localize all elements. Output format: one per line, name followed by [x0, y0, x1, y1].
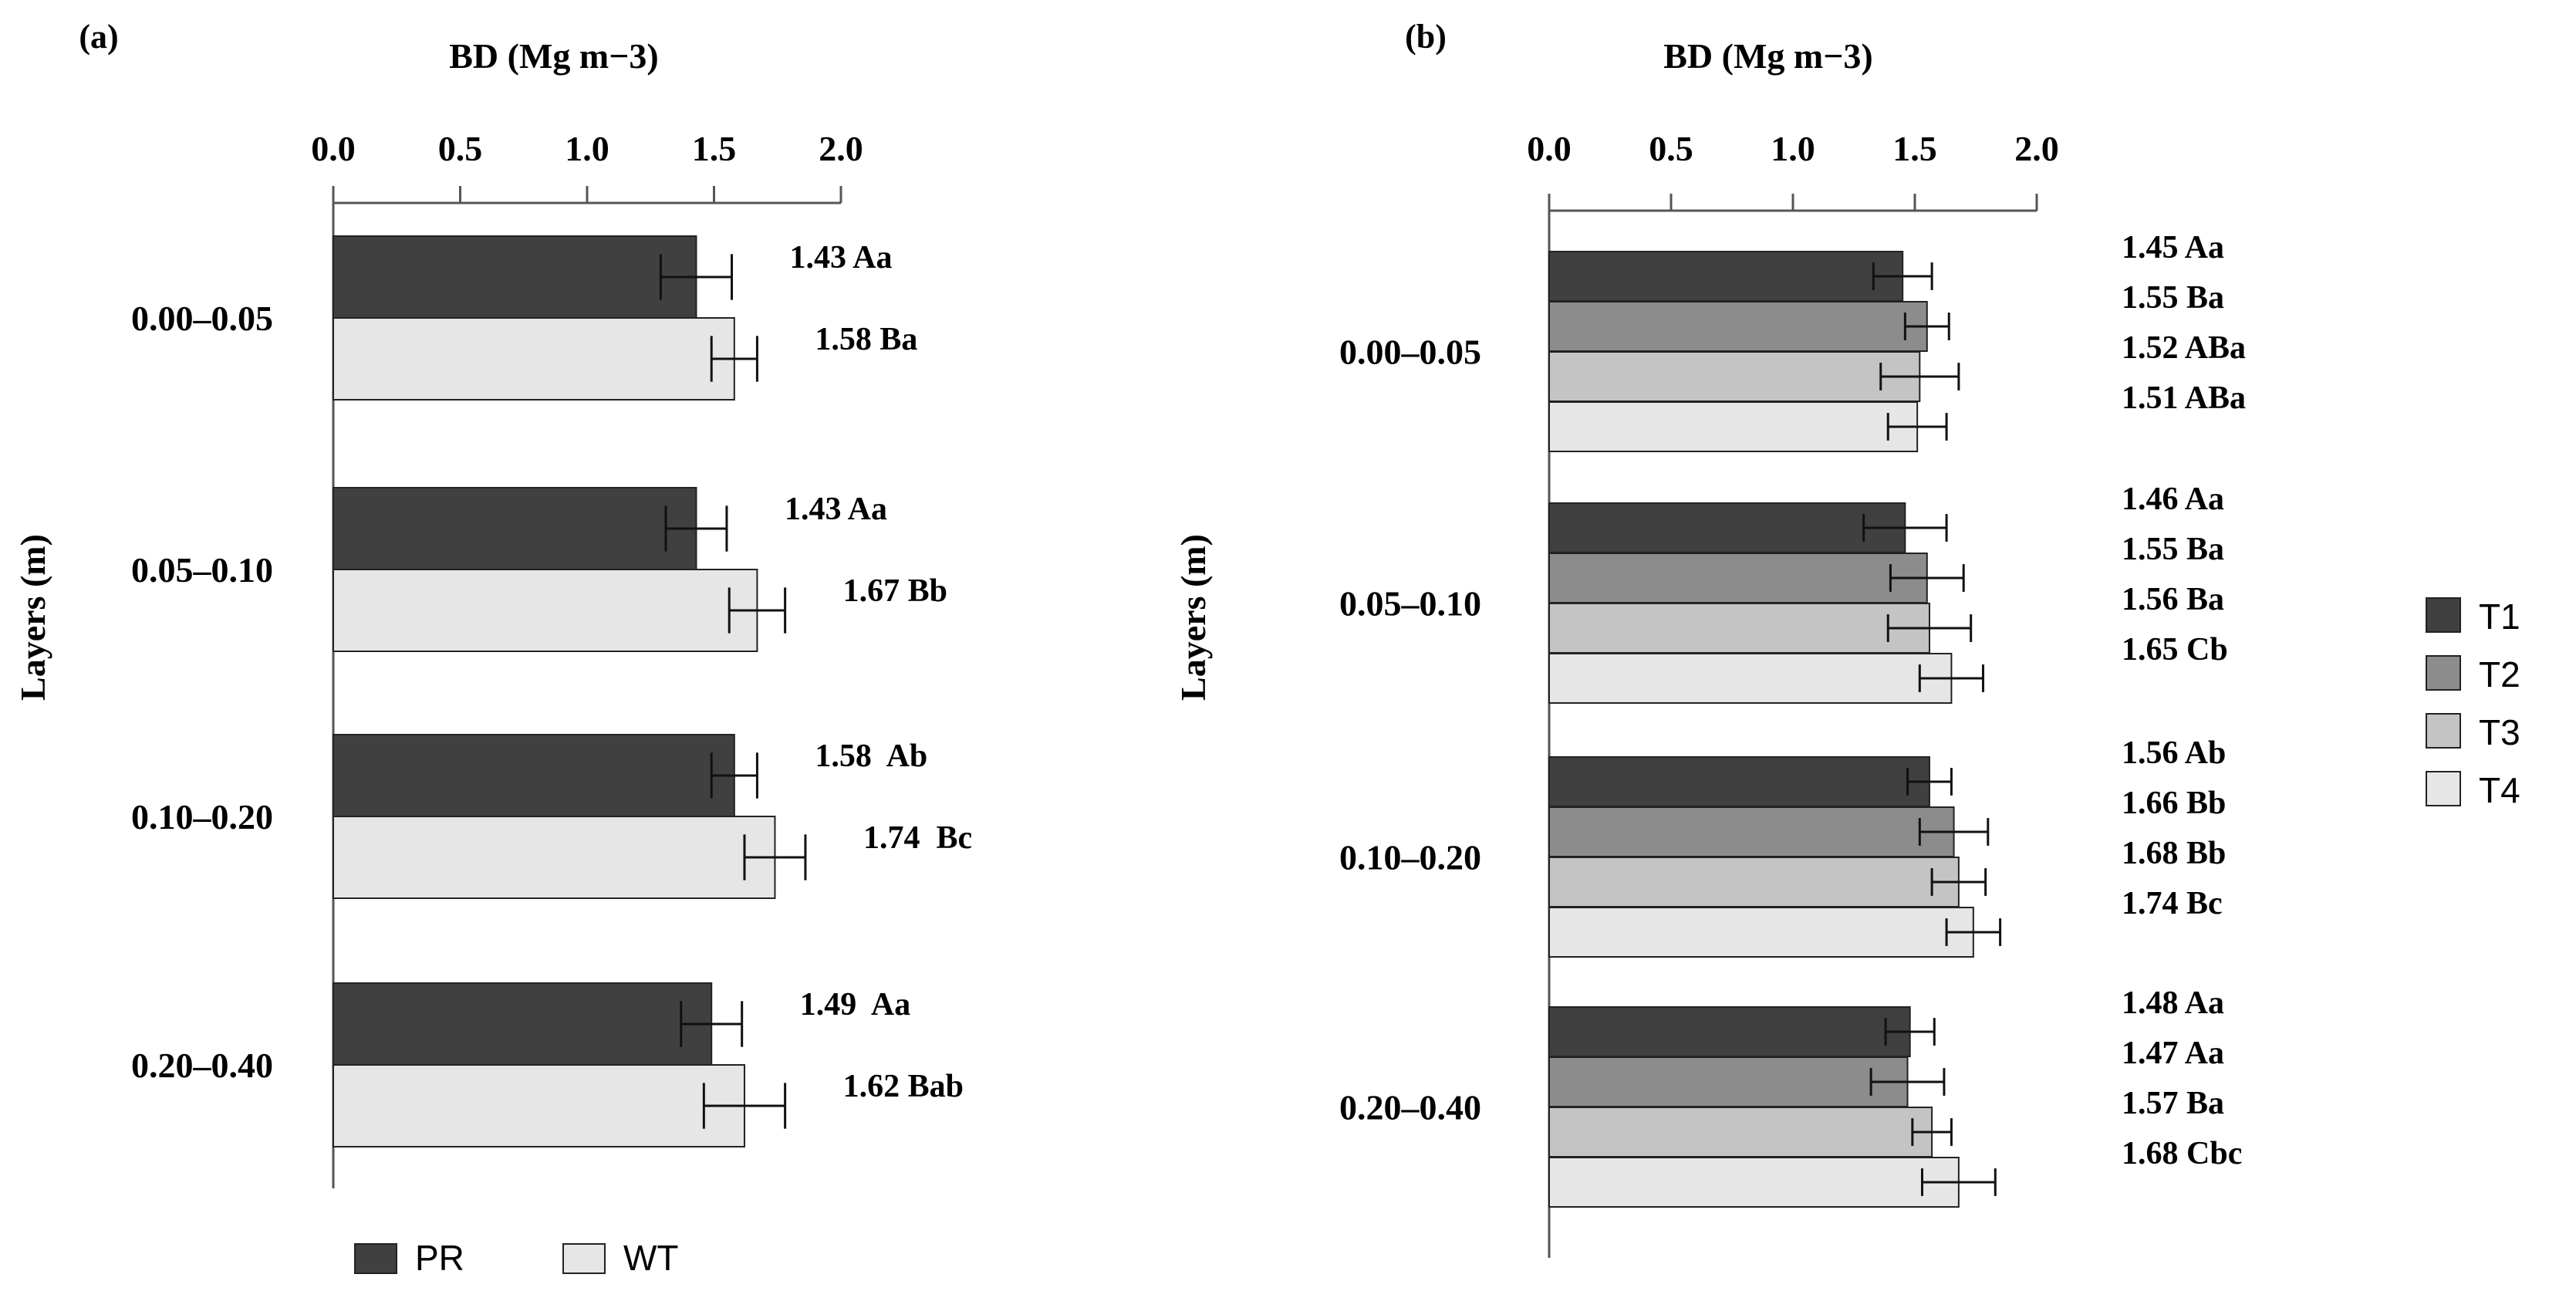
panel-a-legend-swatch-pr [354, 1243, 397, 1274]
panel-a-legend-label-pr: PR [415, 1238, 464, 1278]
panel-a-category-label: 0.00–0.05 [131, 299, 273, 338]
panel-a-data-label: 1.49 Aa [800, 987, 911, 1022]
panel-b-data-label: 1.65 Cb [2122, 632, 2228, 668]
panel-b-legend-label-t1: T1 [2479, 597, 2520, 637]
panel-b-category-label: 0.00–0.05 [1339, 333, 1481, 372]
panel-b-data-label: 1.56 Ba [2122, 582, 2224, 617]
panel-b-x-tick-label: 0.0 [1527, 129, 1572, 168]
panel-a-x-tick-label: 1.5 [692, 129, 737, 168]
panel-b-legend-label-t2: T2 [2479, 654, 2520, 695]
panel-b-legend-label-t3: T3 [2479, 712, 2520, 752]
panel-b-bar-t4 [1548, 653, 1953, 704]
panel-b-data-label: 1.57 Ba [2122, 1086, 2224, 1121]
panel-a-x-tick-label: 2.0 [819, 129, 863, 168]
panel-a-data-label: 1.74 Bc [863, 820, 972, 856]
panel-b-legend-label-t4: T4 [2479, 770, 2520, 810]
panel-b-bar-t3 [1548, 1107, 1933, 1158]
panel-b-data-label: 1.51 ABa [2122, 380, 2246, 416]
panel-b-bar-t3 [1548, 351, 1921, 402]
panel-b-legend-swatch-t4 [2426, 771, 2461, 806]
panel-b-category-label: 0.10–0.20 [1339, 838, 1481, 877]
panel-b-data-label: 1.66 Bb [2122, 786, 2226, 821]
panel-a-data-label: 1.67 Bb [843, 573, 947, 609]
panel-b-data-label: 1.56 Ab [2122, 735, 2226, 771]
panel-b-bar-t3 [1548, 603, 1930, 654]
panel-a-data-label: 1.43 Aa [785, 492, 887, 527]
panel-a-bar-pr [333, 235, 697, 319]
panel-a-legend-swatch-wt [562, 1243, 606, 1274]
panel-b-data-label: 1.45 Aa [2122, 230, 2224, 265]
panel-a-bar-wt [333, 816, 776, 899]
panel-b-bar-t1 [1548, 251, 1904, 302]
panel-b-data-label: 1.52 ABa [2122, 330, 2246, 366]
panel-b-bar-t1 [1548, 502, 1906, 553]
panel-b-data-label: 1.74 Bc [2122, 886, 2223, 921]
panel-a-category-label: 0.05–0.10 [131, 550, 273, 590]
panel-b-plot: 0.0 0.5 1.0 1.5 2.0 0.00–0.05 1.45 Aa 1.55 Ba 1.… [1339, 129, 2520, 1258]
panel-a-category-label: 0.20–0.40 [131, 1046, 273, 1085]
panel-b-bar-t4 [1548, 1157, 1960, 1208]
panel-b-bar-t4 [1548, 401, 1919, 452]
panel-b-bar-t2 [1548, 806, 1955, 857]
panel-b-x-title: BD (Mg m−3) [1663, 36, 1873, 76]
panel-b-legend-swatch-t1 [2426, 597, 2461, 633]
panel-a-x-tick-label: 0.0 [311, 129, 356, 168]
panel-b-x-tick-label: 1.0 [1771, 129, 1815, 168]
panel-b-y-title: Layers (m) [1173, 534, 1213, 701]
panel-b-category-label: 0.05–0.10 [1339, 584, 1481, 624]
panel-b-label: (b) [1405, 18, 1447, 56]
panel-a-x-title-text: BD (Mg m−3) [449, 36, 659, 76]
panel-b-bar-t2 [1548, 1056, 1909, 1107]
panel-b-data-label: 1.68 Cbc [2122, 1136, 2242, 1171]
panel-b-legend-swatch-t2 [2426, 655, 2461, 691]
panel-a-bar-pr [333, 487, 697, 570]
panel-b-data-label: 1.48 Aa [2122, 985, 2224, 1021]
panel-a-bar-pr [333, 982, 713, 1066]
panel-b-bar-t1 [1548, 1006, 1911, 1057]
panel-b-x-title-text: BD (Mg m−3) [1663, 36, 1873, 76]
panel-a-x-tick-label: 0.5 [438, 129, 483, 168]
panel-b-data-label: 1.46 Aa [2122, 482, 2224, 517]
panel-b-bar-t2 [1548, 553, 1928, 603]
panel-a-x-title: BD (Mg m−3) [449, 36, 659, 76]
panel-b-data-label: 1.47 Aa [2122, 1036, 2224, 1071]
panel-a-bar-wt [333, 569, 758, 652]
panel-a-bar-wt [333, 317, 735, 401]
panel-b-bar-t4 [1548, 907, 1974, 958]
panel-b-bar-t2 [1548, 301, 1928, 352]
panel-a-legend-label-wt: WT [623, 1238, 679, 1278]
panel-b-data-label: 1.55 Ba [2122, 532, 2224, 567]
panel-a-data-label: 1.43 Aa [790, 240, 893, 275]
panel-b-bar-t1 [1548, 756, 1930, 807]
panel-b-legend-swatch-t3 [2426, 713, 2461, 749]
panel-a-category-label: 0.10–0.20 [131, 797, 273, 837]
panel-a-data-label: 1.62 Bab [843, 1069, 964, 1104]
panel-a-x-tick-label: 1.0 [565, 129, 609, 168]
panel-a-plot: 0.0 0.5 1.0 1.5 2.0 0.00–0.05 1.43 Aa 1.58 Ba 0.… [131, 129, 972, 1278]
panel-b-x-tick-label: 0.5 [1649, 129, 1693, 168]
panel-b-x-tick-label: 2.0 [2014, 129, 2059, 168]
panel-b-bar-t3 [1548, 857, 1960, 907]
panel-b-x-tick-label: 1.5 [1892, 129, 1937, 168]
panel-b-data-label: 1.55 Ba [2122, 280, 2224, 316]
panel-a-data-label: 1.58 Ba [815, 322, 917, 357]
panel-a-bar-pr [333, 734, 735, 817]
panel-a-y-title: Layers (m) [13, 534, 52, 701]
panel-a-data-label: 1.58 Ab [815, 738, 927, 774]
panel-b-category-label: 0.20–0.40 [1339, 1088, 1481, 1127]
panel-b-data-label: 1.68 Bb [2122, 836, 2226, 871]
panel-a-label: (a) [79, 18, 118, 56]
panel-a-bar-wt [333, 1064, 745, 1147]
